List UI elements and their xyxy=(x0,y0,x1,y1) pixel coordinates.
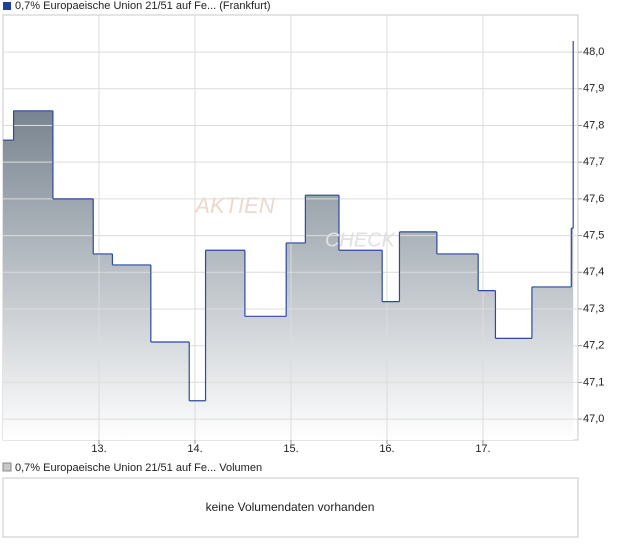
y-tick-label: 47,5 xyxy=(583,229,604,241)
volume-suffix: Volumen xyxy=(219,462,262,474)
volume-message: keine Volumendaten vorhanden xyxy=(206,500,375,514)
series-name: 0,7% Europaeische Union 21/51 auf Fe... xyxy=(15,0,216,12)
watermark: AKTIEN xyxy=(193,193,275,218)
x-tick-label: 13. xyxy=(91,443,106,455)
y-tick-label: 47,0 xyxy=(583,413,604,425)
area xyxy=(3,41,574,440)
y-tick-label: 47,2 xyxy=(583,340,604,352)
x-tick-label: 16. xyxy=(379,443,394,455)
legend-label: 0,7% Europaeische Union 21/51 auf Fe... … xyxy=(15,0,271,12)
legend-swatch xyxy=(2,462,12,472)
y-tick-label: 47,3 xyxy=(583,303,604,315)
legend-swatch xyxy=(3,2,11,10)
volume-legend: 0,7% Europaeische Union 21/51 auf Fe... … xyxy=(15,462,262,474)
y-tick-label: 47,4 xyxy=(583,266,604,278)
y-tick-label: 47,1 xyxy=(583,376,604,388)
x-tick-label: 14. xyxy=(187,443,202,455)
series-name: 0,7% Europaeische Union 21/51 auf Fe... xyxy=(15,462,216,474)
x-tick-label: 17. xyxy=(475,443,490,455)
y-tick-label: 48,0 xyxy=(583,46,604,58)
watermark: CHECK xyxy=(325,229,397,251)
exchange: (Frankfurt) xyxy=(219,0,270,12)
y-tick-label: 47,7 xyxy=(583,156,604,168)
x-tick-label: 15. xyxy=(283,443,298,455)
y-tick-label: 47,9 xyxy=(583,83,604,95)
volume-panel xyxy=(2,477,579,538)
plot-area: 13. 14. 15. 16. 17. 47,0 47,1 47,2 47,3 47,4 47,5 4… xyxy=(2,14,604,455)
y-tick-label: 47,6 xyxy=(583,193,604,205)
y-tick-label: 47,8 xyxy=(583,119,604,131)
